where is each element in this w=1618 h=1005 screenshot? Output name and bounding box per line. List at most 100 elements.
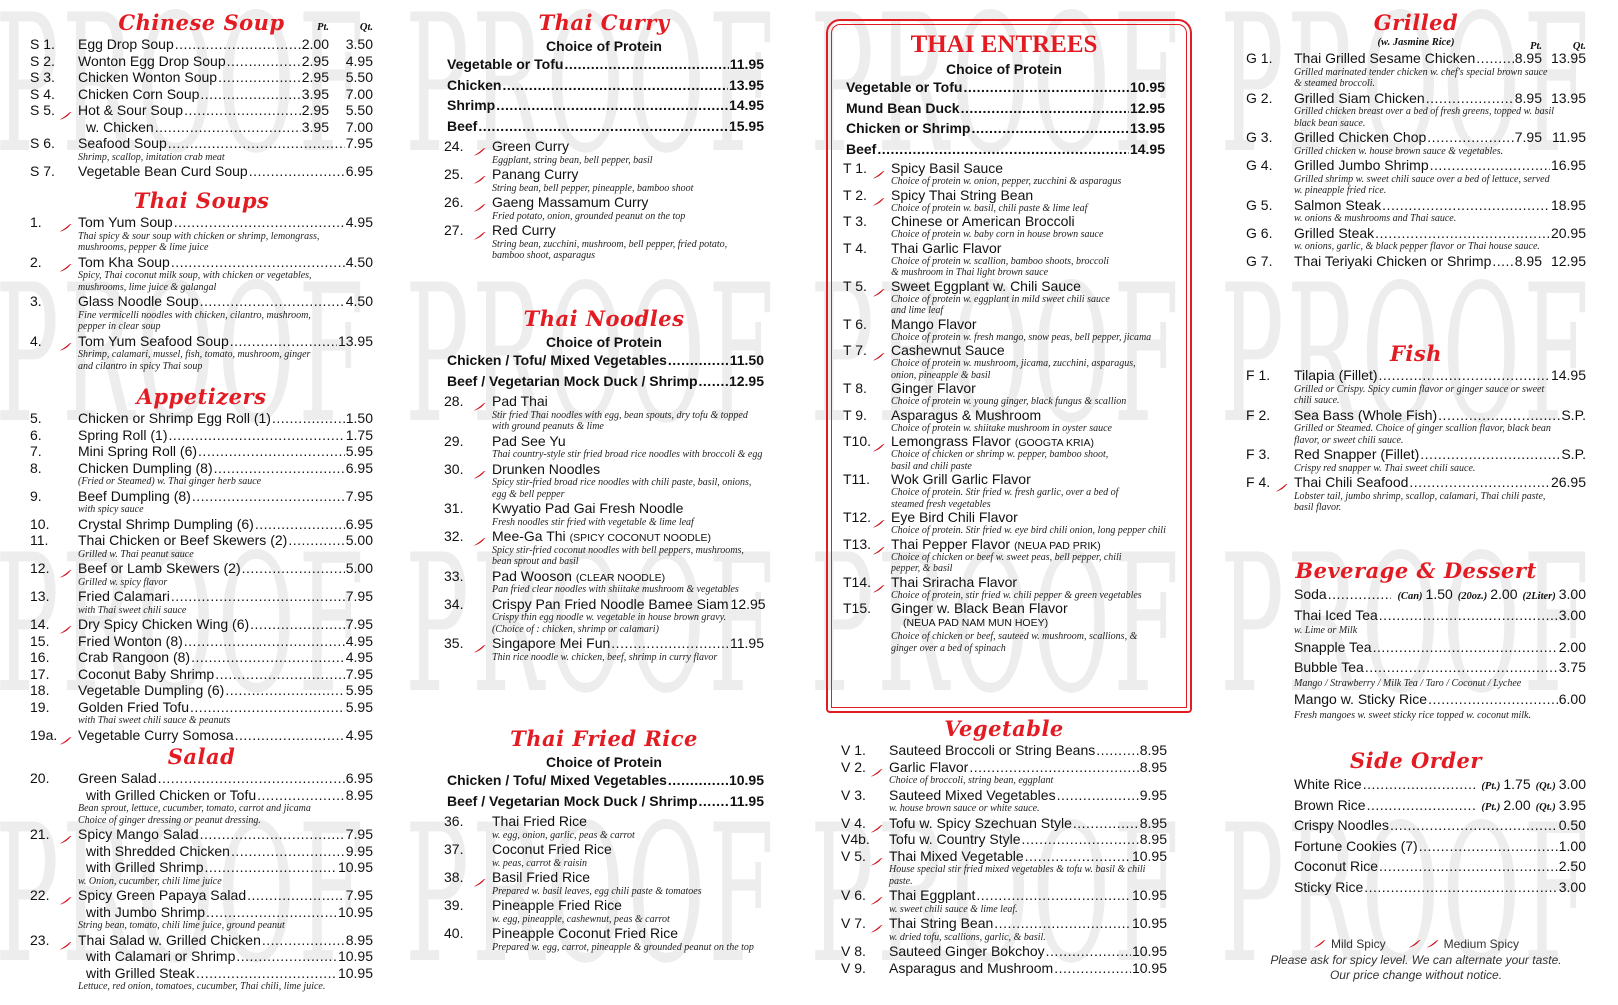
menu-item[interactable]: V 7. Thai String Bean 10.95 w. dried tofu, … <box>841 915 1167 943</box>
menu-item[interactable]: T 6. Mango Flavor Choice of protein w. fre… <box>843 316 1165 344</box>
menu-item[interactable]: T 3. Chinese or American Broccoli Choice o… <box>843 214 1165 241</box>
menu-item[interactable]: 25. Panang Curry String bean, bell pepper,… <box>444 166 764 194</box>
menu-item[interactable]: 31. Kwyatio Pad Gai Fresh Noodle Fresh noo… <box>444 500 764 528</box>
menu-item[interactable]: 12. Beef or Lamb Skewers (2) 5.00 Grilled w… <box>30 560 373 588</box>
menu-item[interactable]: 38. Basil Fried Rice Prepared w. basil lea… <box>444 869 764 897</box>
menu-item[interactable]: F 4. Thai Chili Seafood 26.95 Lobster tail,… <box>1246 474 1586 514</box>
menu-item[interactable]: 9. Beef Dumpling (8) 7.95 with spicy sauce <box>30 488 373 516</box>
menu-item[interactable]: F 3. Red Snapper (Fillet) S.P. Crispy red s… <box>1246 446 1586 474</box>
menu-item[interactable]: 7. Mini Spring Roll (6) 5.95 <box>30 443 373 460</box>
menu-item[interactable]: 27. Red Curry String bean, zucchini, mushr… <box>444 222 764 262</box>
menu-item[interactable]: T 5. Sweet Eggplant w. Chili Sauce Choice … <box>843 278 1165 317</box>
menu-item[interactable]: 35. Singapore Mei Fun 11.95 Thin rice noodl… <box>444 635 764 663</box>
menu-item[interactable]: G 5. Salmon Steak 18.95 w. onions & mushroo… <box>1246 197 1586 225</box>
menu-item[interactable]: 39. Pineapple Fried Rice w. egg, pineapple… <box>444 897 764 925</box>
menu-item[interactable]: 32. Mee-Ga Thi (SPICY COCONUT NOODLE) Spicy… <box>444 528 764 568</box>
menu-item[interactable]: T12. Eye Bird Chili Flavor Choice of prote… <box>843 510 1166 537</box>
menu-item[interactable]: White Rice (Pt.)1.75 (Qt.)3.00 <box>1246 774 1586 795</box>
menu-item[interactable]: Crispy Noodles 0.50 <box>1246 815 1586 836</box>
menu-item[interactable]: V4b. Tofu w. Country Style 8.95 <box>841 831 1167 848</box>
menu-item[interactable]: 17. Coconut Baby Shrimp 7.95 <box>30 666 373 683</box>
menu-item[interactable]: V 1. Sauteed Broccoli or String Beans 8.95 <box>841 742 1167 759</box>
menu-item[interactable]: S 7. Vegetable Bean Curd Soup 6.95 <box>30 163 373 180</box>
menu-item[interactable]: 23.Thai Salad w. Grilled Chicken8.95with… <box>30 932 373 993</box>
menu-item[interactable]: 13. Fried Calamari 7.95 with Thai sweet chi… <box>30 588 373 616</box>
menu-item[interactable]: F 1. Tilapia (Fillet) 14.95 Grilled or Cris… <box>1246 367 1586 407</box>
menu-item[interactable]: 28. Pad Thai Stir fried Thai noodles with … <box>444 393 764 433</box>
menu-item[interactable]: 11. Thai Chicken or Beef Skewers (2) 5.00 G… <box>30 532 373 560</box>
menu-item[interactable]: Fortune Cookies (7) 1.00 <box>1246 836 1586 857</box>
menu-item[interactable]: 24. Green Curry Eggplant, string bean, bel… <box>444 138 764 166</box>
menu-item[interactable]: 4. Tom Yum Seafood Soup 13.95 Shrimp, calam… <box>30 333 373 373</box>
menu-item[interactable]: 36. Thai Fried Rice w. egg, onion, garlic,… <box>444 813 764 841</box>
item-name: Thai Garlic Flavor <box>891 239 1002 256</box>
menu-item[interactable]: 8. Chicken Dumpling (8) 6.95 (Fried or Stea… <box>30 460 373 488</box>
menu-item[interactable]: Thai Iced Tea 3.00 w. Lime or Milk <box>1246 605 1586 637</box>
menu-item[interactable]: S 4. Chicken Corn Soup 3.95 7.00 <box>30 86 373 103</box>
menu-item[interactable]: 14. Dry Spicy Chicken Wing (6) 7.95 <box>30 616 373 634</box>
menu-item[interactable]: Soda (Can)1.50 (20oz.)2.00 (2Liter)3.00 <box>1246 584 1586 605</box>
menu-item[interactable]: Mango w. Sticky Rice 6.00 Fresh mangoes w.… <box>1246 689 1586 721</box>
menu-item[interactable]: 33. Pad Wooson (CLEAR NOODLE) Pan fried cle… <box>444 568 764 596</box>
menu-item[interactable]: F 2. Sea Bass (Whole Fish) S.P. Grilled or … <box>1246 407 1586 447</box>
menu-item[interactable]: S 3. Chicken Wonton Soup 2.95 5.50 <box>30 69 373 86</box>
menu-item[interactable]: T14. Thai Sriracha Flavor Choice of protei… <box>843 574 1165 602</box>
menu-item[interactable]: 19. Golden Fried Tofu 5.95 with Thai sweet … <box>30 699 373 727</box>
menu-item[interactable]: S 1. Egg Drop Soup 2.00 3.50 <box>30 36 373 53</box>
menu-item[interactable]: 5. Chicken or Shrimp Egg Roll (1) 1.50 <box>30 410 373 427</box>
menu-item[interactable]: T 1. Spicy Basil Sauce Choice of protein w… <box>843 161 1165 188</box>
menu-item[interactable]: Sticky Rice 3.00 <box>1246 877 1586 898</box>
menu-item[interactable]: Bubble Tea 3.75 Mango / Strawberry / Milk … <box>1246 657 1586 689</box>
menu-item[interactable]: 26. Gaeng Massamum Curry Fried potato, oni… <box>444 194 764 222</box>
menu-item[interactable]: G 1. Thai Grilled Sesame Chicken 8.95 13.95… <box>1246 50 1586 90</box>
menu-item[interactable]: V 2. Garlic Flavor 8.95 Choice of broccoli,… <box>841 759 1167 787</box>
menu-item[interactable]: 6. Spring Roll (1) 1.75 <box>30 427 373 444</box>
menu-item[interactable]: 18. Vegetable Dumpling (6) 5.95 <box>30 682 373 699</box>
menu-item[interactable]: T 4. Thai Garlic Flavor Choice of protein … <box>843 239 1165 279</box>
menu-item[interactable]: 29. Pad See Yu Thai country-style stir fri… <box>444 433 764 461</box>
menu-item[interactable]: T13. Thai Pepper Flavor (NEUA PAD PRIK) Cho… <box>843 536 1165 575</box>
item-name-row: Sea Bass (Whole Fish) S.P. <box>1294 407 1586 424</box>
menu-item[interactable]: V 6. Thai Eggplant 10.95 w. sweet chili sau… <box>841 887 1167 915</box>
menu-item[interactable]: G 6. Grilled Steak 20.95 w. onions, garlic,… <box>1246 225 1586 253</box>
menu-item[interactable]: 2. Tom Kha Soup 4.50 Spicy, Thai coconut mi… <box>30 254 373 294</box>
menu-item[interactable]: V 8. Sauteed Ginger Bokchoy 10.95 <box>841 943 1167 960</box>
menu-item[interactable]: S 5. Hot & Sour Soup 2.95 5.50 w. Chicken 3.9… <box>30 102 373 135</box>
menu-item[interactable]: T10. Lemongrass Flavor (GOOGTA KRIA) Choice… <box>843 434 1165 472</box>
menu-item[interactable]: T 9. Asparagus & Mushroom Choice of protei… <box>843 407 1165 435</box>
menu-item[interactable]: G 7. Thai Teriyaki Chicken or Shrimp 8.95 1… <box>1246 253 1586 270</box>
menu-item[interactable]: T11. Wok Grill Garlic Flavor Choice of pro… <box>843 472 1165 510</box>
menu-item[interactable]: V 4. Tofu w. Spicy Szechuan Style 8.95 <box>841 815 1167 832</box>
menu-item[interactable]: 34. Crispy Pan Fried Noodle Bamee Siam 12.… <box>444 596 766 636</box>
menu-item[interactable]: Brown Rice (Pt.)2.00 (Qt.)3.95 <box>1246 795 1586 816</box>
menu-item[interactable]: T 2. Spicy Thai String Bean Choice of prot… <box>843 187 1165 215</box>
menu-item[interactable]: T15. Ginger w. Black Bean Flavor (NEUA PAD… <box>843 601 1165 654</box>
menu-item[interactable]: Coconut Rice 2.50 <box>1246 856 1586 877</box>
menu-item[interactable]: V 9. Asparagus and Mushroom 10.95 <box>841 960 1167 977</box>
menu-item[interactable]: V 3. Sauteed Mixed Vegetables 9.95 w. house… <box>841 787 1167 815</box>
menu-item[interactable]: S 6. Seafood Soup 7.95 Shrimp, scallop, imi… <box>30 135 373 163</box>
menu-item[interactable]: G 2. Grilled Siam Chicken 8.95 13.95Grilled… <box>1246 90 1586 130</box>
menu-item[interactable]: 40. Pineapple Coconut Fried Rice Prepared … <box>444 925 764 953</box>
menu-item[interactable]: 16. Crab Rangoon (8) 4.95 <box>30 649 373 666</box>
menu-item[interactable]: 3. Glass Noodle Soup 4.50 Fine vermicelli n… <box>30 293 373 333</box>
item-name-row: Fried Wonton (8) 4.95 <box>78 633 373 650</box>
menu-item[interactable]: T 7. Cashewnut Sauce Choice of protein w. … <box>843 343 1165 381</box>
dot-leader <box>257 787 345 804</box>
menu-item[interactable]: S 2. Wonton Egg Drop Soup 2.95 4.95 <box>30 53 373 70</box>
menu-item[interactable]: 15. Fried Wonton (8) 4.95 <box>30 633 373 650</box>
menu-item[interactable]: 37. Coconut Fried Rice w. peas, carrot & r… <box>444 841 764 869</box>
item-number: 19. <box>30 698 50 715</box>
menu-item[interactable]: G 3.Grilled Chicken Chop7.9511.95Grilled… <box>1246 129 1586 157</box>
menu-item[interactable]: 30. Drunken Noodles Spicy stir-fried broad… <box>444 461 764 501</box>
menu-item[interactable]: T 8. Ginger Flavor Choice of protein w. yo… <box>843 381 1165 408</box>
menu-item[interactable]: 1. Tom Yum Soup 4.95 Thai spicy & sour soup… <box>30 214 373 254</box>
menu-item[interactable]: 19a. Vegetable Curry Somosa 4.95 <box>30 727 373 744</box>
menu-item[interactable]: Snapple Tea 2.00 <box>1246 637 1586 658</box>
menu-item[interactable]: 10. Crystal Shrimp Dumpling (6) 6.95 <box>30 516 373 533</box>
